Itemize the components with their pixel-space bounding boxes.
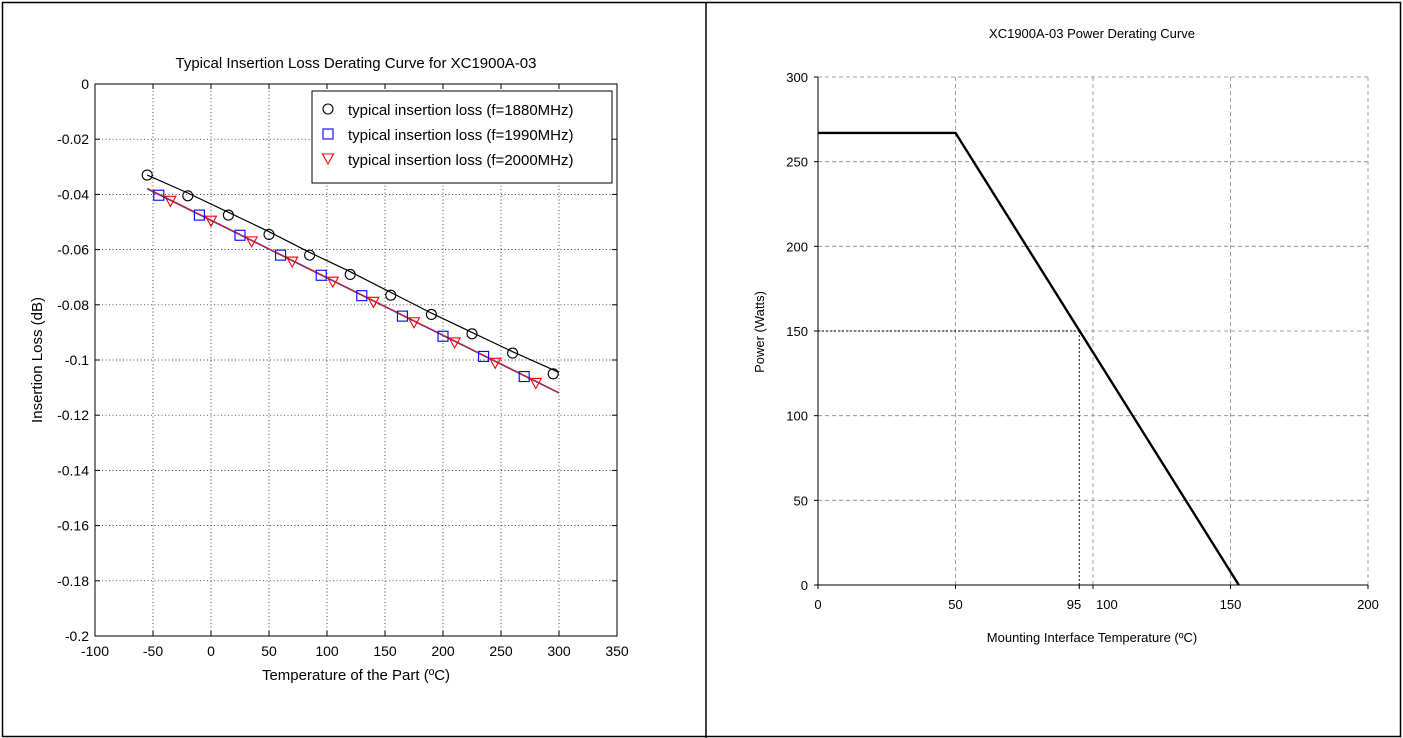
power-line — [818, 131, 1240, 586]
data-point-circle — [222, 209, 234, 221]
x-tick-label: 200 — [1357, 597, 1379, 612]
y-tick-label: -0.04 — [57, 186, 89, 202]
y-tick-label: 0 — [801, 578, 808, 593]
y-tick-label: -0.12 — [57, 407, 89, 423]
x-tick-label: 300 — [547, 643, 571, 659]
legend-entry: typical insertion loss (f=1990MHz) — [348, 127, 574, 144]
data-point-triangle — [448, 337, 462, 350]
data-point-triangle — [321, 153, 335, 166]
legend-entry: typical insertion loss (f=2000MHz) — [348, 152, 574, 169]
data-point-circle — [385, 289, 397, 301]
data-point-triangle — [407, 317, 421, 329]
power-derating-chart: XC1900A-03 Power Derating Curve 0 50 95 100… — [752, 26, 1379, 645]
data-markers — [141, 169, 559, 390]
y-tick-label: -0.18 — [57, 573, 89, 589]
x-tick-label: 200 — [431, 643, 455, 659]
data-point-circle — [182, 190, 194, 202]
reference-lines — [818, 330, 1080, 585]
data-point-circle — [304, 249, 316, 261]
data-point-triangle — [245, 236, 259, 249]
data-point-square — [234, 229, 246, 241]
data-point-triangle — [529, 377, 543, 390]
data-point-circle — [466, 328, 478, 340]
x-tick-label: 0 — [207, 643, 215, 659]
x-tick-label: 50 — [261, 643, 277, 659]
data-point-circle — [425, 308, 437, 321]
data-point-square — [193, 209, 205, 221]
data-point-circle — [141, 169, 153, 181]
data-point-square — [275, 249, 287, 261]
data-point-triangle — [204, 215, 218, 228]
x-tick-label: 150 — [373, 643, 397, 659]
x-axis-label: Temperature of the Part (ºC) — [262, 667, 450, 684]
chart-title: Typical Insertion Loss Derating Curve fo… — [175, 55, 536, 72]
data-point-triangle — [163, 195, 177, 208]
x-axis-label: Mounting Interface Temperature (ºC) — [987, 630, 1197, 645]
legend-box — [311, 90, 613, 184]
y-tick-label: 150 — [786, 324, 808, 339]
y-tick-label: 50 — [794, 493, 808, 508]
data-point-square — [518, 371, 530, 383]
x-tick-label: 350 — [605, 643, 629, 659]
data-point-square — [478, 350, 490, 362]
y-tick-label: 100 — [786, 409, 808, 424]
data-point-circle — [322, 103, 334, 115]
fit-lines — [146, 174, 560, 394]
y-tick-label: 250 — [786, 155, 808, 170]
y-tick-label: 300 — [786, 70, 808, 85]
data-point-triangle — [366, 296, 380, 309]
x-tick-label: -100 — [81, 643, 109, 659]
chart-title: XC1900A-03 Power Derating Curve — [989, 26, 1195, 41]
x-tick-label: 95 — [1067, 597, 1081, 612]
data-point-triangle — [285, 256, 299, 269]
x-tick-label: 250 — [489, 643, 513, 659]
data-point-square — [437, 330, 449, 342]
x-tick-label: 100 — [315, 643, 339, 659]
axis-ticks: -100 -50 0 50 100 150 200 250 300 350 0 -0.02 -0.04 -… — [57, 76, 629, 659]
fit-line — [146, 174, 560, 373]
y-tick-label: -0.2 — [65, 628, 89, 644]
data-point-circle — [344, 268, 356, 280]
y-axis-label: Insertion Loss (dB) — [29, 297, 46, 423]
data-point-triangle — [488, 357, 502, 370]
y-tick-label: 200 — [786, 239, 808, 254]
y-tick-label: -0.08 — [57, 297, 89, 313]
data-point-square — [153, 189, 165, 201]
data-point-square — [356, 290, 368, 302]
y-tick-label: -0.06 — [57, 242, 89, 258]
x-tick-label: -50 — [143, 643, 163, 659]
x-tick-label: 50 — [948, 597, 962, 612]
data-point-circle — [547, 368, 559, 380]
y-axis-label: Power (Watts) — [752, 291, 767, 373]
grid-lines — [818, 76, 1369, 585]
y-tick-label: 0 — [81, 76, 89, 92]
y-tick-label: -0.02 — [57, 131, 89, 147]
x-tick-label: 150 — [1220, 597, 1242, 612]
data-point-square — [396, 310, 408, 322]
data-point-circle — [263, 228, 275, 240]
y-tick-label: -0.1 — [65, 352, 89, 368]
data-point-circle — [507, 347, 519, 359]
y-tick-label: -0.14 — [57, 462, 89, 478]
x-tick-label: 100 — [1096, 597, 1118, 612]
data-point-square — [322, 128, 334, 140]
x-tick-label: 0 — [814, 597, 821, 612]
legend: typical insertion loss (f=1880MHz) typica… — [311, 90, 613, 184]
data-point-square — [315, 269, 327, 281]
y-tick-label: -0.16 — [57, 518, 89, 534]
fit-line — [146, 187, 560, 394]
legend-entry: typical insertion loss (f=1880MHz) — [348, 102, 574, 119]
axis-ticks: 0 50 95 100 150 200 0 50 100 150 200 250 300 — [786, 70, 1379, 612]
insertion-loss-chart: Typical Insertion Loss Derating Curve fo… — [29, 55, 629, 684]
power-curve — [818, 131, 1240, 586]
data-point-triangle — [326, 276, 340, 289]
